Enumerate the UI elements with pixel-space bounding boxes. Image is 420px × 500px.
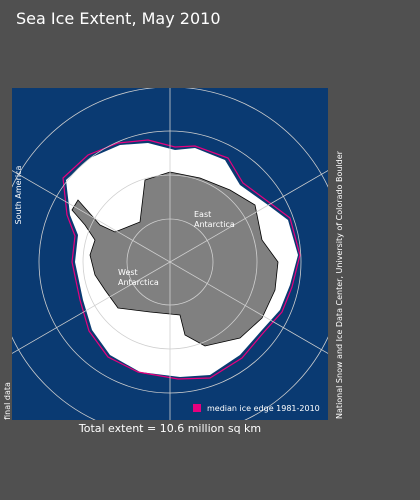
credit: National Snow and Ice Data Center, Unive… xyxy=(335,150,344,419)
median-ice-edge xyxy=(62,139,301,380)
region-label: South America xyxy=(14,166,23,225)
status: final data xyxy=(3,382,12,420)
region-label: West xyxy=(118,268,138,277)
region-label: East xyxy=(194,210,211,219)
map: East Antarctica West Antarctica South Am… xyxy=(12,88,328,420)
title: Sea Ice Extent, May 2010 xyxy=(16,9,221,28)
legend-label: median ice edge 1981-2010 xyxy=(207,404,320,413)
region-label: Antarctica xyxy=(194,220,235,229)
region-label: Antarctica xyxy=(118,278,159,287)
graticule xyxy=(12,88,328,420)
legend-swatch xyxy=(193,404,201,412)
total-extent: Total extent = 10.6 million sq km xyxy=(78,422,261,435)
